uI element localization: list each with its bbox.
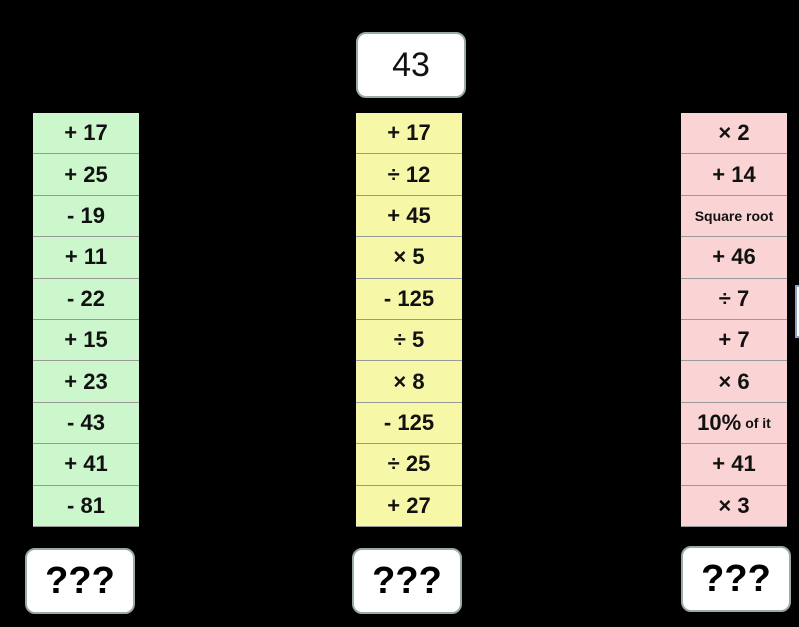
operation-cell: ÷ 25 bbox=[356, 444, 462, 486]
operation-cell: - 22 bbox=[33, 279, 139, 320]
operation-cell: + 45 bbox=[356, 196, 462, 238]
operation-cell: + 23 bbox=[33, 361, 139, 403]
operation-cell: - 19 bbox=[33, 196, 139, 238]
operation-cell: × 5 bbox=[356, 237, 462, 279]
operation-cell: × 6 bbox=[681, 361, 787, 403]
operation-cell: ÷ 7 bbox=[681, 279, 787, 320]
operation-text: 10% bbox=[697, 409, 742, 435]
result-box: ??? bbox=[25, 548, 135, 614]
operation-cell: - 81 bbox=[33, 486, 139, 527]
operation-cell: Square root bbox=[681, 196, 787, 238]
operation-cell: + 17 bbox=[33, 113, 139, 155]
operation-cell: + 46 bbox=[681, 237, 787, 279]
operation-cell: + 11 bbox=[33, 237, 139, 279]
result-box: ??? bbox=[681, 546, 791, 612]
result-box: ??? bbox=[352, 548, 462, 614]
operation-cell: ÷ 12 bbox=[356, 154, 462, 196]
operation-column: + 17 + 25- 19 + 11- 22 + 15 + 23- 43 + 41- 81 bbox=[33, 113, 139, 527]
start-number: 43 bbox=[356, 32, 466, 98]
operation-cell: × 3 bbox=[681, 486, 787, 527]
operation-cell: 10% of it bbox=[681, 403, 787, 445]
operation-cell: + 17 bbox=[356, 113, 462, 155]
operation-cell: - 43 bbox=[33, 403, 139, 445]
operation-cell: - 125 bbox=[356, 279, 462, 320]
operation-cell: - 125 bbox=[356, 403, 462, 445]
operation-cell: + 41 bbox=[681, 444, 787, 486]
operation-column: × 2 + 14 Square root + 46 ÷ 7 + 7 × 6 10% of it +… bbox=[681, 113, 787, 527]
operation-cell: + 15 bbox=[33, 320, 139, 362]
operation-cell: × 2 bbox=[681, 113, 787, 155]
operation-cell: + 41 bbox=[33, 444, 139, 486]
operation-cell: + 25 bbox=[33, 154, 139, 196]
edge-element bbox=[795, 285, 799, 338]
operation-cell: + 7 bbox=[681, 320, 787, 362]
operation-cell: + 14 bbox=[681, 154, 787, 196]
operation-cell: × 8 bbox=[356, 361, 462, 403]
operation-cell: ÷ 5 bbox=[356, 320, 462, 362]
operation-cell: + 27 bbox=[356, 486, 462, 527]
operation-text: of it bbox=[745, 414, 771, 431]
operation-column: + 17 ÷ 12 + 45 × 5- 125 ÷ 5 × 8- 125 ÷ 25 + 27 bbox=[356, 113, 462, 527]
